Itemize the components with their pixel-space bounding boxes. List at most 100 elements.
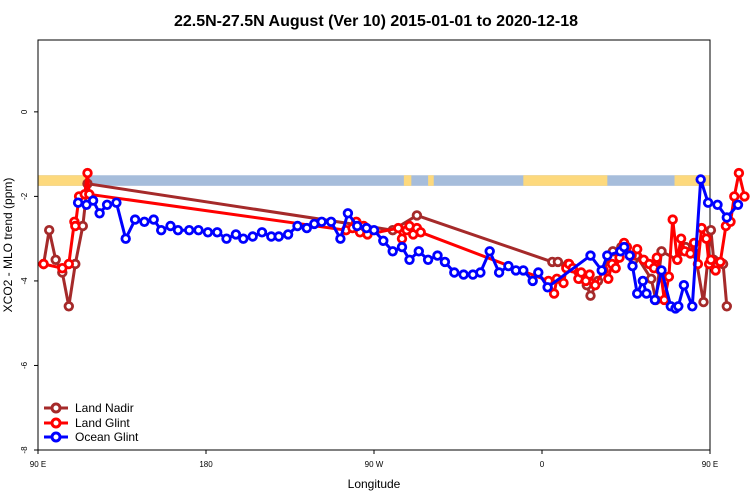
data-point-ocean-glint — [432, 250, 443, 261]
data-point-land-glint — [663, 271, 675, 282]
data-point-ocean-glint — [148, 214, 159, 225]
data-point-land-glint — [710, 265, 721, 276]
data-point-land-nadir — [698, 296, 709, 308]
data-point-ocean-glint — [202, 227, 214, 238]
data-point-ocean-glint — [484, 246, 495, 257]
data-point-ocean-glint — [193, 224, 204, 236]
data-point-land-nadir — [552, 256, 564, 268]
data-point-ocean-glint — [378, 235, 389, 246]
data-point-ocean-glint — [618, 241, 630, 253]
data-point-land-glint — [610, 263, 621, 274]
y-tick-label: -6 — [20, 361, 29, 369]
data-point-land-glint — [651, 252, 662, 263]
data-point-land-nadir — [44, 224, 55, 236]
data-point-ocean-glint — [273, 231, 284, 242]
data-point-ocean-glint — [87, 195, 99, 206]
data-point-ocean-glint — [695, 174, 706, 185]
series-layer — [38, 167, 750, 314]
x-axis: 90 E 180 90 W 0 90 E — [30, 450, 718, 469]
map-band-land — [403, 175, 412, 186]
data-point-ocean-glint — [627, 260, 638, 272]
data-point-ocean-glint — [493, 267, 505, 278]
data-point-ocean-glint — [449, 267, 460, 278]
data-point-land-glint — [715, 256, 726, 268]
x-tick-label: 90 E — [30, 460, 46, 469]
data-point-ocean-glint — [518, 265, 529, 276]
data-point-land-glint — [675, 233, 687, 244]
legend-label-land-glint: Land Glint — [75, 416, 130, 430]
data-point-land-nadir — [705, 224, 717, 236]
data-point-land-nadir — [646, 273, 657, 284]
data-point-land-glint — [393, 222, 404, 234]
data-point-ocean-glint — [292, 220, 303, 232]
data-point-ocean-glint — [368, 224, 380, 236]
data-point-land-nadir — [585, 290, 596, 301]
x-tick-label: 90 W — [365, 460, 384, 469]
plot-frame — [37, 39, 711, 451]
data-point-ocean-glint — [335, 233, 346, 244]
data-point-ocean-glint — [458, 269, 469, 280]
data-point-land-nadir — [63, 301, 74, 312]
data-point-ocean-glint — [139, 216, 150, 227]
legend-marker-land-nadir — [50, 402, 62, 414]
data-point-land-glint — [672, 254, 683, 265]
legend-marker-land-glint — [50, 417, 62, 429]
data-point-land-glint — [70, 220, 81, 232]
data-point-ocean-glint — [221, 233, 232, 244]
y-tick-label: -4 — [20, 277, 29, 285]
data-point-land-glint — [632, 243, 643, 255]
y-tick-label: -2 — [20, 192, 29, 200]
data-point-land-glint — [667, 214, 678, 225]
map-band-land — [674, 175, 710, 186]
data-point-ocean-glint — [325, 216, 337, 227]
data-point-land-glint — [590, 280, 601, 291]
data-point-ocean-glint — [732, 199, 744, 210]
data-point-land-glint — [701, 233, 712, 244]
data-point-ocean-glint — [533, 267, 544, 278]
data-point-ocean-glint — [641, 288, 652, 299]
data-point-land-glint — [396, 233, 408, 244]
data-point-ocean-glint — [702, 197, 714, 208]
data-point-ocean-glint — [585, 250, 596, 261]
data-point-ocean-glint — [101, 199, 113, 210]
data-point-ocean-glint — [282, 229, 294, 240]
map-band-land — [523, 175, 608, 186]
data-point-land-nadir — [50, 254, 61, 265]
data-point-ocean-glint — [527, 275, 538, 287]
data-point-land-glint — [576, 267, 587, 278]
data-point-land-glint — [705, 254, 717, 265]
data-point-ocean-glint — [596, 265, 607, 276]
x-axis-label: Longitude — [348, 477, 401, 491]
data-point-ocean-glint — [111, 197, 122, 208]
data-point-ocean-glint — [721, 212, 732, 223]
data-point-land-glint — [739, 191, 750, 202]
data-point-ocean-glint — [637, 275, 648, 287]
y-axis: 0 -2 -4 -6 -8 — [20, 109, 38, 454]
data-point-ocean-glint — [72, 197, 84, 208]
x-tick-label: 0 — [540, 460, 545, 469]
data-point-ocean-glint — [165, 220, 176, 232]
data-point-ocean-glint — [230, 229, 242, 240]
data-point-land-glint — [548, 288, 560, 299]
data-point-land-glint — [729, 191, 740, 202]
data-point-ocean-glint — [673, 301, 684, 312]
legend-marker-ocean-glint — [50, 431, 62, 443]
data-point-ocean-glint — [129, 214, 141, 225]
data-point-ocean-glint — [678, 280, 690, 291]
data-point-ocean-glint — [475, 267, 486, 278]
map-band — [38, 175, 710, 186]
data-point-ocean-glint — [316, 216, 327, 227]
data-point-ocean-glint — [155, 224, 167, 236]
y-tick-label: -8 — [20, 446, 29, 454]
legend-label-land-nadir: Land Nadir — [75, 401, 134, 415]
data-point-land-glint — [82, 167, 93, 179]
data-point-land-glint — [685, 248, 696, 259]
data-point-ocean-glint — [120, 233, 131, 244]
data-point-ocean-glint — [301, 222, 312, 234]
data-point-ocean-glint — [687, 301, 698, 312]
data-point-ocean-glint — [172, 224, 184, 236]
data-point-ocean-glint — [404, 254, 415, 265]
data-point-ocean-glint — [602, 250, 613, 261]
series-ocean-glint — [72, 174, 744, 314]
data-point-land-glint — [63, 258, 74, 270]
